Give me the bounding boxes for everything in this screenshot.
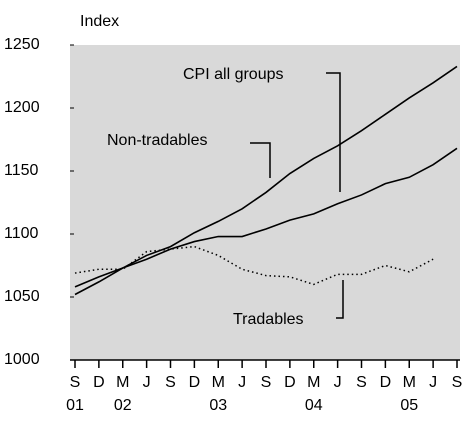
x-year-label: 03: [209, 397, 227, 414]
y-tick-label: 1150: [4, 162, 39, 179]
series-label: CPI all groups: [183, 66, 284, 83]
x-tick-label: J: [334, 374, 342, 391]
x-tick-label: D: [380, 374, 392, 391]
leader-line: [326, 72, 341, 192]
series-line: [74, 147, 458, 288]
series-label: Tradables: [233, 311, 304, 328]
x-tick-label: D: [189, 374, 201, 391]
y-tick-label: 1050: [4, 288, 40, 305]
x-tick-label: D: [284, 374, 296, 391]
series-label: Non-tradables: [107, 132, 208, 149]
x-tick-label: J: [429, 374, 437, 391]
x-tick-label: S: [356, 374, 367, 391]
x-year-label: 01: [66, 397, 84, 414]
y-tick-label: 1250: [4, 36, 40, 53]
y-tick-label: 1100: [4, 225, 39, 242]
x-tick-label: M: [116, 374, 129, 391]
x-tick-label: M: [403, 374, 416, 391]
y-tick-label: 1200: [4, 99, 40, 116]
leader-line: [336, 280, 344, 319]
x-tick-label: M: [307, 374, 320, 391]
x-tick-label: M: [212, 374, 225, 391]
x-year-label: 02: [114, 397, 132, 414]
x-tick-label: S: [165, 374, 176, 391]
y-tick-label: 1000: [4, 351, 40, 368]
x-tick-label: J: [238, 374, 246, 391]
x-tick-label: D: [93, 374, 105, 391]
y-axis-label: Index: [80, 13, 119, 30]
x-tick-label: S: [261, 374, 272, 391]
plot-area: [70, 45, 460, 360]
leader-line: [250, 142, 271, 178]
x-tick-label: S: [70, 374, 81, 391]
x-year-label: 04: [305, 397, 323, 414]
x-tick-label: J: [143, 374, 151, 391]
series-line: [74, 65, 458, 296]
x-year-label: 05: [400, 397, 418, 414]
x-tick-label: S: [452, 374, 463, 391]
